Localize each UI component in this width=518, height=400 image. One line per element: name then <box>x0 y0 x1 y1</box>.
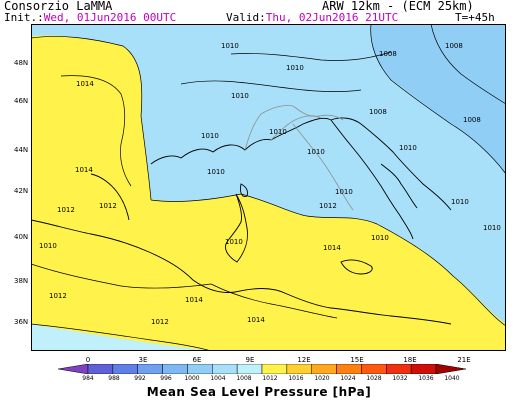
colorbar-swatch <box>336 364 362 374</box>
low-pressure-zone-east <box>370 24 506 174</box>
colorbar-swatch <box>386 364 412 374</box>
colorbar-swatch <box>286 364 312 374</box>
isobar-label: 1010 <box>335 188 353 196</box>
colorbar-swatch <box>212 364 238 374</box>
isobar-label: 1014 <box>75 166 93 174</box>
lon-label: 3E <box>138 356 148 364</box>
isobar-label: 1008 <box>463 116 481 124</box>
colorbar-label: 992 <box>134 375 146 382</box>
valid-value: Thu, 02Jun2016 21UTC <box>265 11 399 24</box>
colorbar-swatch <box>410 364 437 374</box>
isobar-label: 1012 <box>99 202 117 210</box>
low-pressure-band-south <box>31 324 211 351</box>
model-title: ARW 12km - (ECM 25km) <box>322 0 474 13</box>
map-frame <box>31 24 506 351</box>
isobar-label: 1014 <box>76 80 94 88</box>
colorbar-label: 1036 <box>418 375 434 382</box>
isobar-label: 1010 <box>231 92 249 100</box>
lon-label: 18E <box>403 356 417 364</box>
isobar-label: 1008 <box>445 42 463 50</box>
high-pressure-zone-west <box>31 35 506 351</box>
isobar-label: 1010 <box>371 234 389 242</box>
lat-label: 40N <box>14 233 29 241</box>
lon-label: 21E <box>457 356 471 364</box>
colorbar-label: 1000 <box>184 375 200 382</box>
borders <box>244 105 354 211</box>
colorbar-label: 1040 <box>444 375 460 382</box>
colorbar-swatch <box>87 364 114 374</box>
colorbar-swatch <box>112 364 138 374</box>
colorbar <box>58 364 466 374</box>
isobar-label: 1010 <box>225 238 243 246</box>
lon-label: 15E <box>350 356 364 364</box>
isobar-label: 1010 <box>307 148 325 156</box>
isobar-label: 1010 <box>39 242 57 250</box>
init-label: Init.: <box>4 11 44 24</box>
colorbar-label: 996 <box>160 375 172 382</box>
isobar-label: 1012 <box>319 202 337 210</box>
valid-line: Valid:Thu, 02Jun2016 21UTC <box>226 11 398 24</box>
isobar-label: 1010 <box>286 64 304 72</box>
lat-label: 36N <box>14 318 29 326</box>
isobar-label: 1012 <box>151 318 169 326</box>
lon-label: 0 <box>85 356 91 364</box>
colorbar-swatch <box>58 364 89 374</box>
isobar-labels: 1010 1010 1008 1008 1014 1010 1008 1008 … <box>39 42 501 326</box>
init-value: Wed, 01Jun2016 00UTC <box>43 11 177 24</box>
colorbar-swatch <box>311 364 337 374</box>
isobar-label: 1012 <box>49 292 67 300</box>
colorbar-label: 1024 <box>340 375 356 382</box>
isobars <box>31 24 506 351</box>
provider-title: Consorzio LaMMA <box>4 0 113 13</box>
isobar-label: 1008 <box>369 108 387 116</box>
lat-label: 42N <box>14 187 29 195</box>
colorbar-label: 1012 <box>262 375 278 382</box>
isobar-label: 1010 <box>201 132 219 140</box>
footer-title: Mean Sea Level Pressure [hPa] <box>146 385 372 399</box>
isobar-label: 1010 <box>399 144 417 152</box>
colorbar-swatch <box>137 364 163 374</box>
colorbar-label: 1032 <box>392 375 408 382</box>
isobar-label: 1008 <box>379 50 397 58</box>
colorbar-label: 984 <box>82 375 94 382</box>
lat-label: 46N <box>14 97 29 105</box>
lat-label: 44N <box>14 146 29 154</box>
colorbar-label: 988 <box>108 375 120 382</box>
colorbar-label: 1008 <box>236 375 252 382</box>
isobar-label: 1010 <box>483 224 501 232</box>
colorbar-swatch <box>236 364 263 374</box>
isobar-label: 1010 <box>207 168 225 176</box>
pressure-map: 1010 1010 1008 1008 1014 1010 1008 1008 … <box>31 24 506 351</box>
lon-label: 9E <box>245 356 255 364</box>
lat-label: 48N <box>14 59 29 67</box>
lon-label: 12E <box>297 356 311 364</box>
isobar-label: 1010 <box>221 42 239 50</box>
isobar-label: 1014 <box>185 296 203 304</box>
colorbar-swatch <box>435 364 466 374</box>
coastlines <box>31 117 452 325</box>
colorbar-swatch <box>187 364 213 374</box>
colorbar-swatch <box>261 364 288 374</box>
isobar-label: 1010 <box>451 198 469 206</box>
colorbar-swatch <box>162 364 188 374</box>
init-line: Init.:Wed, 01Jun2016 00UTC <box>4 11 176 24</box>
colorbar-label: 1016 <box>288 375 304 382</box>
isobar-label: 1010 <box>269 128 287 136</box>
isobar-label: 1014 <box>247 316 265 324</box>
colorbar-swatch <box>361 364 387 374</box>
lat-label: 38N <box>14 277 29 285</box>
colorbar-label: 1020 <box>314 375 330 382</box>
lon-label: 6E <box>192 356 202 364</box>
lead-time: T=+45h <box>455 11 495 24</box>
isobar-label: 1012 <box>57 206 75 214</box>
colorbar-label: 1028 <box>366 375 382 382</box>
colorbar-label: 1004 <box>210 375 226 382</box>
valid-label: Valid: <box>226 11 266 24</box>
isobar-label: 1014 <box>323 244 341 252</box>
